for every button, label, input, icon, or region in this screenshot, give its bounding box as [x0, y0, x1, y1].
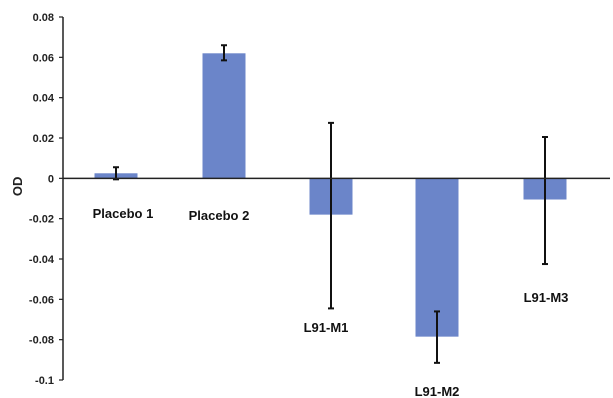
category-label: Placebo 1 [93, 206, 154, 221]
y-axis-title: OD [10, 177, 25, 197]
y-tick-label: 0.06 [33, 52, 54, 64]
bar [415, 178, 459, 337]
category-labels: Placebo 1 Placebo 2 L91-M1 L91-M2 L91-M3 [93, 206, 569, 398]
y-tick-label: 0.04 [33, 93, 55, 105]
category-label: Placebo 2 [189, 208, 250, 223]
y-tick-label: -0.04 [29, 254, 55, 266]
y-axis: 0.08 0.06 0.04 0.02 0 -0.02 -0.04 -0.06 -0.08 -0.… [29, 12, 64, 387]
bar [202, 53, 246, 179]
y-tick-label: 0.08 [33, 12, 54, 24]
y-tick-label: -0.1 [35, 375, 54, 387]
category-label: L91-M1 [304, 320, 349, 335]
category-label: L91-M3 [524, 290, 569, 305]
y-tick-label: 0.02 [33, 133, 54, 145]
y-tick-label: -0.08 [29, 335, 54, 347]
category-label: L91-M2 [415, 384, 460, 398]
y-tick-label: 0 [48, 173, 54, 185]
y-tick-label: -0.06 [29, 294, 54, 306]
y-tick-label: -0.02 [29, 214, 54, 226]
error-bars [113, 44, 548, 364]
